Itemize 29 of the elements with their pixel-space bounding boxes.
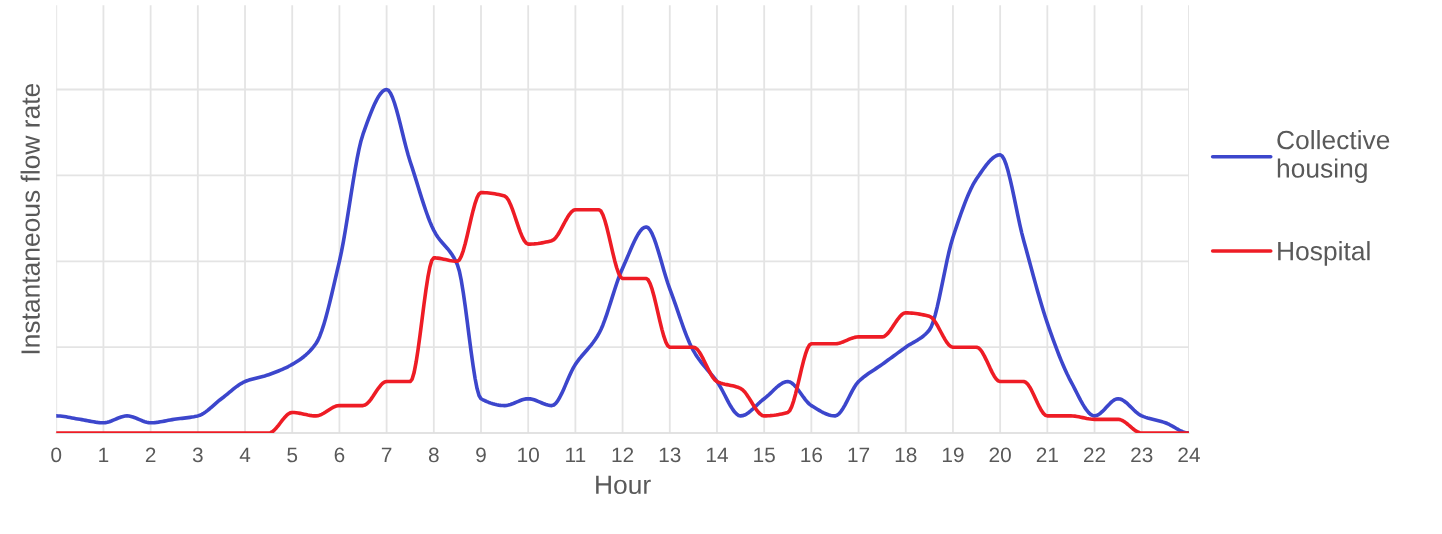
- x-tick-label: 11: [566, 447, 586, 463]
- x-tick-label: 2: [145, 447, 156, 463]
- x-tick-label: 1: [99, 447, 109, 463]
- x-tick-label: 10: [518, 447, 539, 463]
- x-tick-label: 3: [192, 447, 203, 463]
- x-tick-label: 16: [801, 447, 823, 463]
- x-tick-label: 5: [287, 447, 298, 463]
- legend-label: Collective housing: [1277, 129, 1390, 183]
- x-tick-label: 20: [989, 447, 1011, 463]
- x-tick-label: 17: [848, 447, 870, 463]
- x-tick-label: 19: [942, 447, 964, 463]
- x-tick-label: 9: [476, 447, 486, 463]
- x-tick-label: 22: [1084, 447, 1106, 463]
- x-tick-label: 21: [1036, 447, 1058, 463]
- x-tick-label: 13: [659, 447, 681, 463]
- x-tick-label: 6: [334, 447, 345, 463]
- legend-label: Hospital: [1278, 241, 1370, 266]
- x-tick-label: 15: [754, 447, 775, 463]
- x-tick-label: 23: [1131, 447, 1153, 463]
- x-tick-label: 18: [895, 447, 917, 463]
- x-tick-label: 12: [612, 447, 634, 463]
- x-tick-label: 24: [1178, 447, 1200, 463]
- x-tick-label: 14: [706, 447, 728, 463]
- x-tick-label: 4: [239, 447, 251, 463]
- x-tick-label: 7: [381, 447, 392, 463]
- x-tick-label: 8: [428, 447, 439, 463]
- x-tick-label: 0: [51, 447, 62, 463]
- x-axis-title: Hour: [596, 475, 651, 495]
- y-axis-title: Instantaneous flow rate: [20, 83, 40, 354]
